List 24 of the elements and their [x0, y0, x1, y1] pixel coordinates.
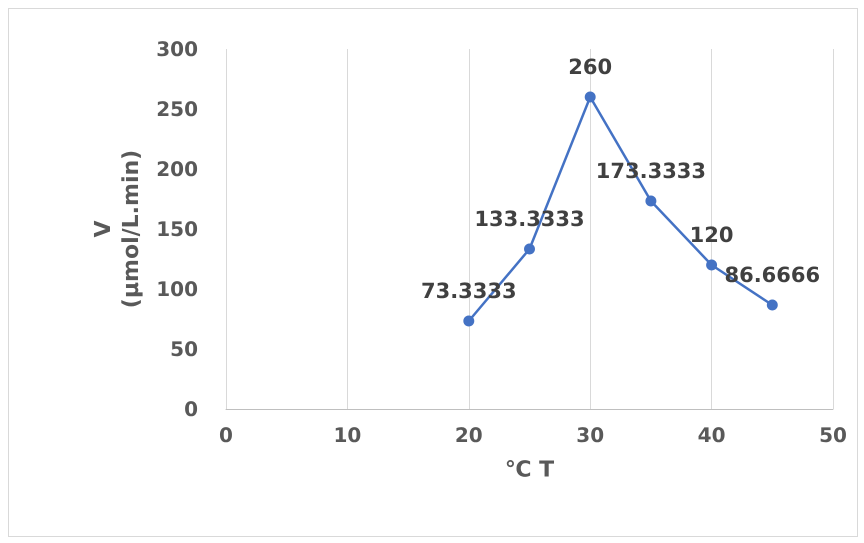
- data-label: 260: [568, 55, 612, 79]
- y-tick-label: 300: [156, 37, 198, 61]
- point: [524, 244, 535, 254]
- point: [463, 316, 474, 326]
- point: [706, 260, 718, 270]
- x-tick-label: 30: [576, 423, 604, 447]
- x-tick-label: 40: [698, 423, 726, 447]
- y-tick-label: 150: [156, 217, 198, 241]
- x-tick-label: 20: [454, 423, 483, 447]
- data-label: 120: [690, 223, 734, 247]
- y-tick-label: 250: [156, 97, 198, 121]
- y-tick-label: 0: [184, 397, 198, 421]
- x-tick-label: 10: [333, 423, 362, 447]
- point: [584, 92, 596, 102]
- y-tick-label: 100: [156, 277, 198, 301]
- y-tick-label: 50: [170, 337, 198, 361]
- point: [645, 196, 656, 206]
- y-axis-title: V (μmol/L.min): [90, 150, 144, 308]
- x-tick-label: 0: [219, 423, 233, 447]
- x-axis-title: ℃ T: [504, 458, 554, 482]
- point: [766, 300, 778, 310]
- x-tick-label: 50: [819, 423, 847, 447]
- y-tick-label: 200: [156, 157, 198, 181]
- data-label: 86.6666: [724, 263, 820, 287]
